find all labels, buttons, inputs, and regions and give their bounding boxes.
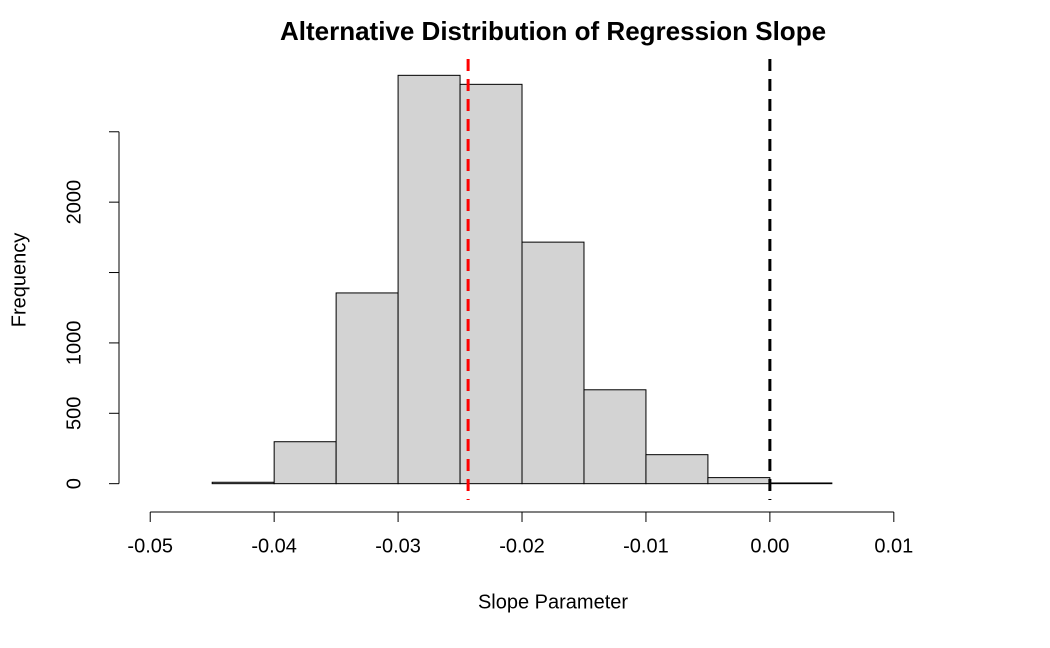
y-tick-label: 500 <box>63 397 85 430</box>
y-tick-label: 2000 <box>63 180 85 225</box>
bar <box>211 481 275 485</box>
bar <box>459 83 523 485</box>
bar <box>707 477 771 485</box>
bar <box>645 454 709 485</box>
bar <box>335 292 399 485</box>
bar <box>397 74 461 485</box>
x-tick-label: -0.02 <box>499 535 545 557</box>
y-tick-label: 1000 <box>63 321 85 366</box>
x-tick-label: 0.00 <box>750 535 789 557</box>
x-tick-label: -0.01 <box>623 535 669 557</box>
y-tick-label: 0 <box>63 478 85 489</box>
y-axis-label: Frequency <box>8 233 30 328</box>
x-tick-label: -0.05 <box>127 535 173 557</box>
x-tick-label: 0.01 <box>874 535 913 557</box>
bar <box>583 389 647 485</box>
chart-title: Alternative Distribution of Regression S… <box>280 16 826 46</box>
bar <box>273 441 337 485</box>
x-tick-label: -0.03 <box>375 535 421 557</box>
x-tick-label: -0.04 <box>251 535 297 557</box>
bar <box>521 241 585 485</box>
x-axis-label: Slope Parameter <box>478 591 628 613</box>
bar <box>769 482 833 485</box>
